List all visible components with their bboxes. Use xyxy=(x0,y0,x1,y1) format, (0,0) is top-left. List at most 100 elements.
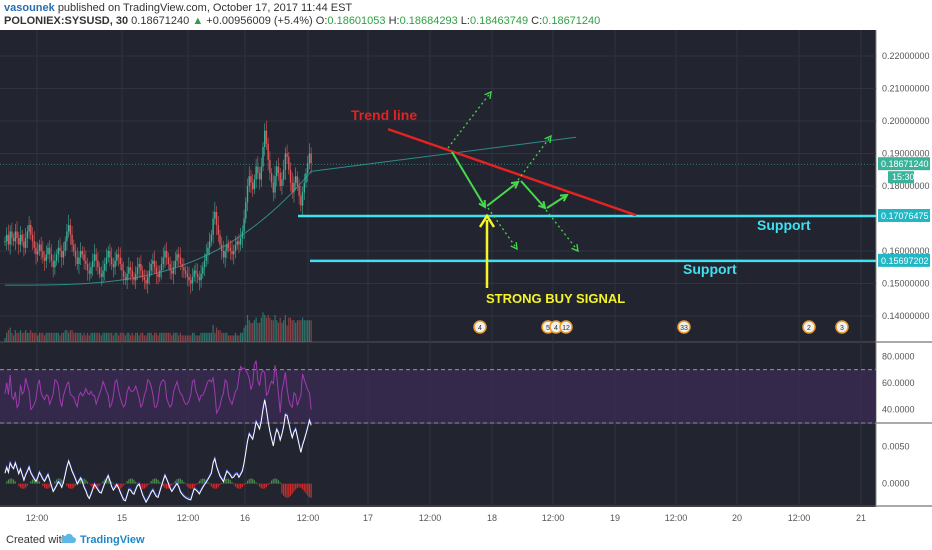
moving-average-line xyxy=(5,136,577,286)
macd-tick-label: 0.0050 xyxy=(882,441,910,451)
macd-histogram-bar xyxy=(123,483,125,486)
macd-histogram-bar xyxy=(148,483,151,484)
candle-body xyxy=(62,251,65,258)
candle-body xyxy=(42,251,44,258)
macd-histogram-bar xyxy=(207,482,209,484)
macd-histogram-bar xyxy=(13,479,15,484)
last-price: 0.18671240 xyxy=(131,15,190,27)
dotted-arrow-up-2-head xyxy=(544,134,552,144)
candle-body xyxy=(19,234,22,245)
candle-body xyxy=(195,270,197,274)
macd-histogram-bar xyxy=(93,483,96,489)
macd-histogram-bar xyxy=(26,483,28,486)
volume-bar xyxy=(296,320,298,342)
candle-body xyxy=(141,270,144,277)
macd-histogram-bar xyxy=(277,480,280,484)
candle-body xyxy=(95,254,97,261)
dotted-arrow-up-1-head xyxy=(484,90,492,100)
macd-histogram-bar xyxy=(289,483,292,496)
candle-body xyxy=(16,231,18,238)
macd-histogram-bar xyxy=(298,483,300,488)
time-tick-label: 12:00 xyxy=(177,513,200,523)
change-arrow-icon: ▲ xyxy=(192,15,204,27)
chart-canvas[interactable]: 0.22000000 0.21000000 0.20000000 0.19000000… xyxy=(0,30,932,528)
volume-bar xyxy=(303,320,305,342)
volume-bar xyxy=(174,332,176,342)
macd-histogram-bar xyxy=(188,483,190,489)
volume-bar xyxy=(21,332,23,342)
volume-bar xyxy=(257,322,259,342)
time-tick-label: 19 xyxy=(610,513,620,523)
macd-histogram-bar xyxy=(245,482,247,484)
tradingview-brand[interactable]: TradingView xyxy=(80,534,145,546)
event-badge-count: 2 xyxy=(807,325,811,332)
macd-histogram-bar xyxy=(307,483,309,496)
macd-histogram-bar xyxy=(174,480,176,484)
macd-histogram-bar xyxy=(18,483,20,486)
candle-body xyxy=(112,264,115,268)
candle-body xyxy=(310,153,312,164)
macd-histogram-bar xyxy=(272,479,274,484)
last-price-label-text: 0.18671240 xyxy=(881,159,929,169)
candle-body xyxy=(217,225,219,235)
macd-histogram-bar xyxy=(6,481,8,484)
volume-bar xyxy=(9,327,11,342)
volume-bar xyxy=(209,332,211,342)
support-label-2: Support xyxy=(683,261,737,277)
candle-body xyxy=(36,251,39,255)
volume-bar xyxy=(99,332,101,342)
macd-histogram-bar xyxy=(296,483,298,488)
volume-bar xyxy=(276,320,278,342)
candle-body xyxy=(131,270,133,277)
candle-body xyxy=(43,257,46,261)
event-badge-count: 4 xyxy=(478,325,482,332)
close-value: 0.18671240 xyxy=(542,15,601,27)
price-tick-label: 0.16000000 xyxy=(882,246,930,256)
volume-bar xyxy=(264,315,266,342)
volume-bar xyxy=(179,332,182,342)
candle-body xyxy=(222,251,225,258)
macd-histogram-bar xyxy=(154,478,156,484)
macd-histogram-bar xyxy=(209,483,211,485)
candle-body xyxy=(260,166,262,180)
arrow-up-2 xyxy=(546,194,568,209)
volume-bar xyxy=(81,335,83,342)
volume-bar xyxy=(140,332,142,342)
macd-histogram-bar xyxy=(229,480,231,484)
candle-body xyxy=(202,267,204,274)
rsi-band xyxy=(0,369,876,423)
volume-bar xyxy=(83,332,85,342)
candle-body xyxy=(174,260,176,268)
macd-histogram-bar xyxy=(283,483,285,496)
time-tick-label: 12:00 xyxy=(26,513,49,523)
price-axis-background xyxy=(876,30,932,507)
support-label-1: Support xyxy=(757,217,811,233)
macd-histogram-bar xyxy=(73,483,75,488)
candle-body xyxy=(239,238,242,245)
volume-bar xyxy=(71,330,73,342)
macd-histogram-bar xyxy=(228,478,230,484)
candle-body xyxy=(181,264,183,268)
candle-body xyxy=(7,234,10,245)
volume-bar xyxy=(56,332,58,342)
last-price-label-sub-box xyxy=(888,171,914,184)
volume-bar xyxy=(50,332,53,342)
volume-bar xyxy=(310,320,312,342)
volume-bar xyxy=(54,332,56,342)
macd-histogram-bar xyxy=(197,482,199,484)
volume-bar xyxy=(73,332,75,342)
macd-histogram-bar xyxy=(131,478,133,484)
candle-body xyxy=(176,254,178,261)
event-badge-icon xyxy=(473,320,487,334)
candle-body xyxy=(212,218,214,235)
volume-bar xyxy=(246,315,249,342)
volume-bar xyxy=(57,332,59,342)
author-link[interactable]: vasounek xyxy=(4,2,55,14)
macd-histogram-bar xyxy=(186,483,188,487)
volume-bar xyxy=(193,332,195,342)
open-value: 0.18601053 xyxy=(327,15,386,27)
macd-histogram-bar xyxy=(217,483,219,488)
arrow-down-1 xyxy=(451,151,486,208)
candle-body xyxy=(276,166,278,177)
candle-body xyxy=(128,267,130,274)
